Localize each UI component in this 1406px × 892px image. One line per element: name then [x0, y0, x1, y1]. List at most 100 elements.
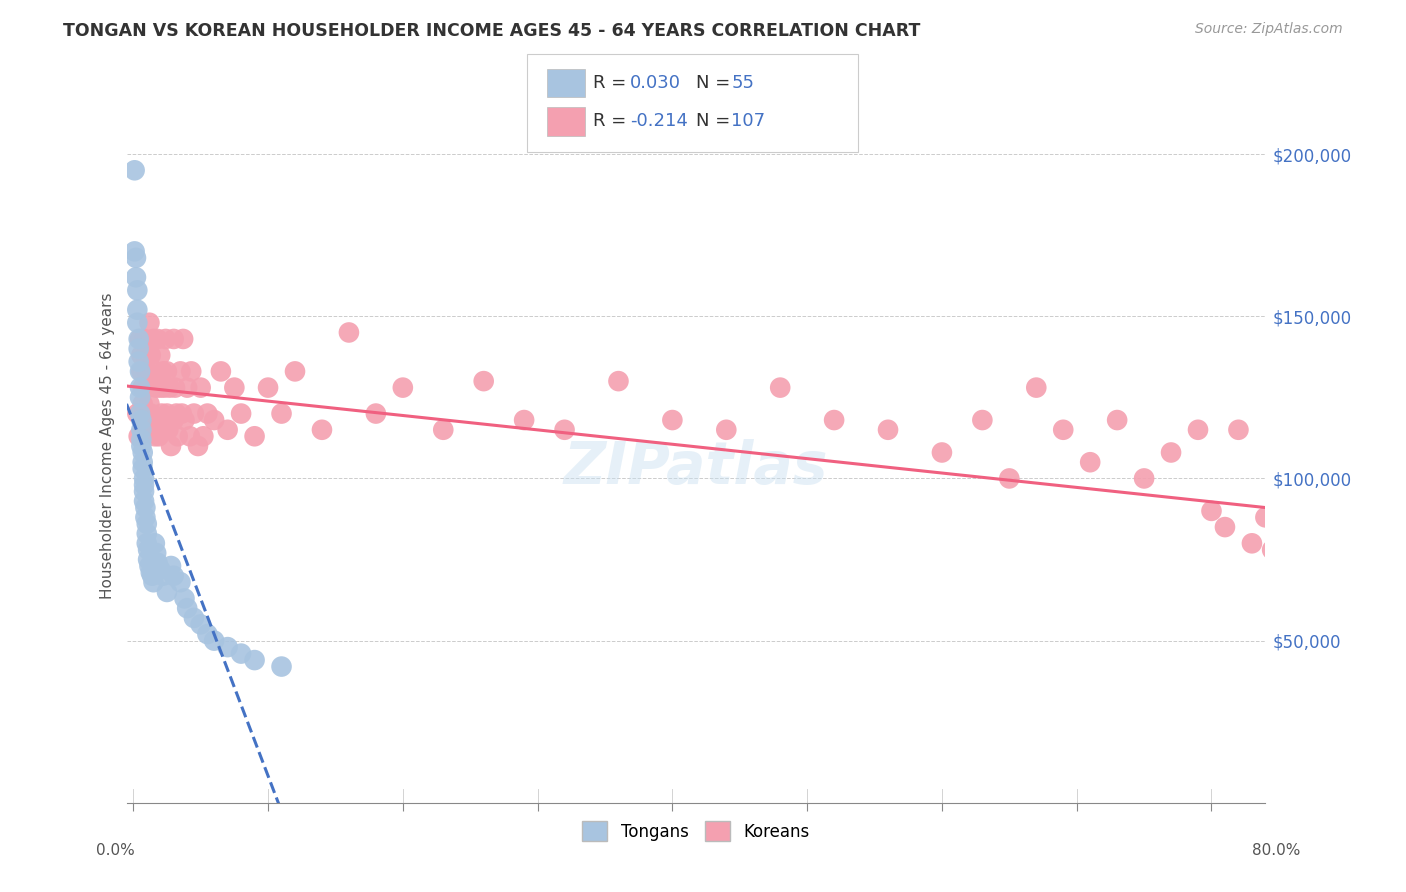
Text: R =: R =	[593, 74, 633, 92]
Point	[1107, 413, 1129, 427]
Point	[134, 510, 156, 524]
Point	[129, 332, 152, 346]
Point	[149, 348, 172, 362]
Point	[173, 591, 195, 606]
Y-axis label: Householder Income Ages 45 - 64 years: Householder Income Ages 45 - 64 years	[100, 293, 115, 599]
Point	[176, 601, 198, 615]
Point	[148, 429, 170, 443]
Point	[931, 445, 953, 459]
Text: Source: ZipAtlas.com: Source: ZipAtlas.com	[1195, 22, 1343, 37]
Point	[1268, 536, 1291, 550]
Point	[243, 653, 266, 667]
Point	[229, 647, 252, 661]
Point	[139, 407, 162, 421]
Point	[160, 439, 183, 453]
Point	[1213, 520, 1236, 534]
Point	[127, 302, 149, 317]
Point	[129, 381, 152, 395]
Point	[152, 423, 174, 437]
Point	[716, 423, 738, 437]
Point	[131, 433, 153, 447]
Point	[163, 332, 186, 346]
Point	[1278, 536, 1301, 550]
Point	[193, 429, 215, 443]
Point	[150, 407, 173, 421]
Point	[135, 364, 157, 378]
Text: 0.030: 0.030	[630, 74, 681, 92]
Point	[134, 500, 156, 515]
Text: 0.0%: 0.0%	[96, 843, 135, 858]
Point	[284, 364, 307, 378]
Point	[190, 381, 212, 395]
Point	[128, 332, 150, 346]
Point	[124, 244, 146, 259]
Point	[156, 407, 179, 421]
Point	[972, 413, 994, 427]
Text: 55: 55	[731, 74, 754, 92]
Point	[257, 381, 280, 395]
Point	[138, 316, 160, 330]
Point	[132, 478, 155, 492]
Text: 107: 107	[731, 112, 765, 130]
Point	[1227, 423, 1250, 437]
Point	[136, 381, 159, 395]
Point	[132, 332, 155, 346]
Point	[131, 348, 153, 362]
Point	[1261, 542, 1284, 557]
Point	[134, 423, 156, 437]
Point	[1187, 423, 1209, 437]
Point	[152, 364, 174, 378]
Point	[432, 423, 454, 437]
Point	[202, 633, 225, 648]
Point	[165, 407, 187, 421]
Point	[153, 381, 176, 395]
Point	[364, 407, 387, 421]
Point	[187, 439, 209, 453]
Point	[169, 364, 191, 378]
Point	[135, 536, 157, 550]
Text: N =: N =	[696, 112, 735, 130]
Point	[243, 429, 266, 443]
Point	[160, 559, 183, 574]
Point	[217, 423, 239, 437]
Point	[209, 364, 232, 378]
Point	[127, 316, 149, 330]
Point	[142, 413, 165, 427]
Point	[513, 413, 536, 427]
Point	[127, 283, 149, 297]
Point	[128, 354, 150, 368]
Point	[127, 407, 149, 421]
Point	[170, 407, 193, 421]
Point	[135, 526, 157, 541]
Point	[202, 413, 225, 427]
Point	[1284, 562, 1306, 576]
Point	[146, 556, 169, 570]
Point	[145, 381, 167, 395]
Point	[149, 562, 172, 576]
Point	[132, 494, 155, 508]
Point	[146, 413, 169, 427]
Point	[132, 381, 155, 395]
Point	[139, 566, 162, 580]
Point	[169, 575, 191, 590]
Text: R =: R =	[593, 112, 633, 130]
Point	[1240, 536, 1263, 550]
Point	[180, 364, 202, 378]
Point	[472, 374, 495, 388]
Point	[166, 429, 188, 443]
Point	[138, 397, 160, 411]
Point	[311, 423, 333, 437]
Point	[1281, 552, 1303, 566]
Point	[132, 461, 155, 475]
Point	[190, 617, 212, 632]
Text: -0.214: -0.214	[630, 112, 688, 130]
Point	[145, 546, 167, 560]
Point	[607, 374, 630, 388]
Point	[125, 270, 148, 285]
Point	[173, 413, 195, 427]
Point	[135, 413, 157, 427]
Text: TONGAN VS KOREAN HOUSEHOLDER INCOME AGES 45 - 64 YEARS CORRELATION CHART: TONGAN VS KOREAN HOUSEHOLDER INCOME AGES…	[63, 22, 921, 40]
Point	[129, 390, 152, 404]
Point	[143, 364, 166, 378]
Point	[1265, 510, 1288, 524]
